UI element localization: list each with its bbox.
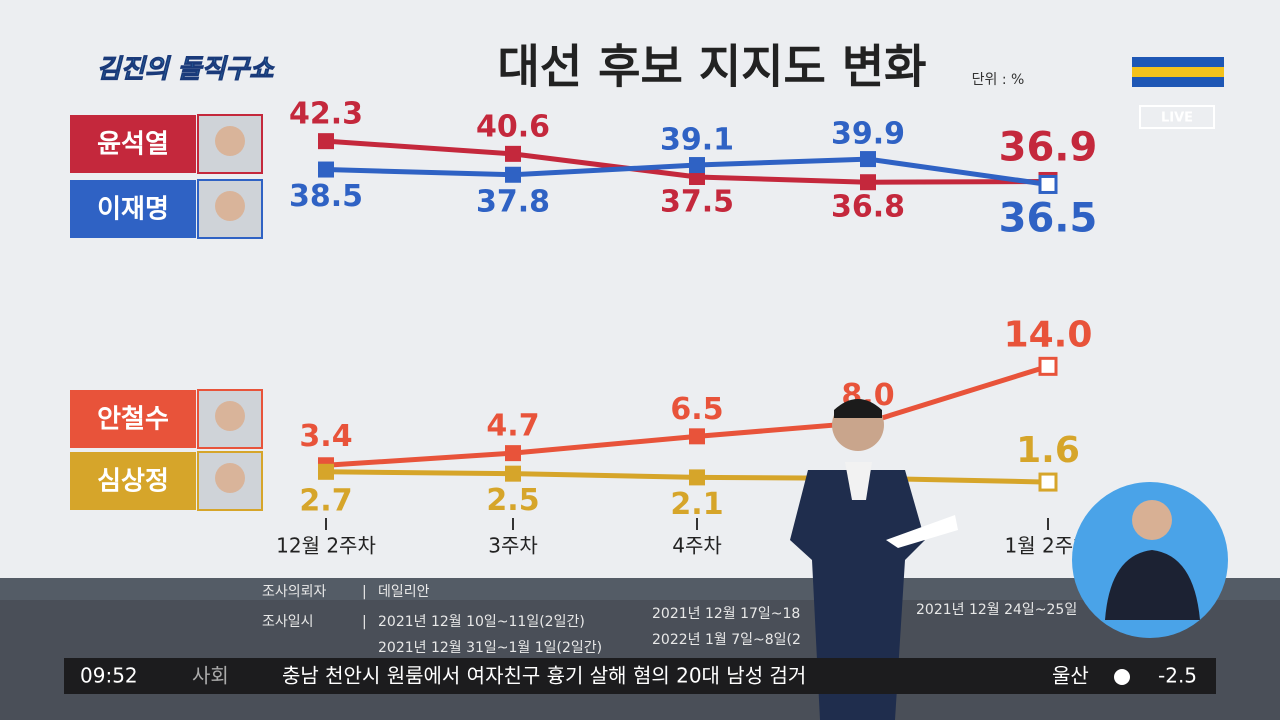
legend-label: 안철수: [97, 405, 169, 435]
chart-title: 대선 후보 지지도 변화: [498, 40, 927, 94]
program-logo: 김진의 돌직구쇼: [97, 55, 276, 85]
survey-date: 2021년 12월 31일~1월 1일(2일간): [378, 640, 602, 656]
signer-body: [1105, 550, 1200, 620]
candidate-face: [215, 401, 245, 431]
value-label: 37.5: [660, 185, 734, 220]
legend-box: [70, 115, 196, 173]
value-label: 36.9: [999, 124, 1098, 170]
legend-box: [70, 390, 196, 448]
ticker: 09:52 사회 충남 천안시 원룸에서 여자친구 흉기 살해 혐의 20대 남…: [80, 664, 1197, 688]
value-label: 2.5: [486, 483, 539, 518]
point-marker: [689, 157, 705, 174]
presenter-hair: [834, 399, 882, 418]
x-tick-label: 4주차: [672, 534, 722, 558]
logo-bar: [1132, 77, 1224, 87]
live-badge: [1139, 105, 1215, 129]
value-label: 2.1: [670, 487, 723, 522]
point-marker: [505, 465, 521, 482]
value-label: 3.4: [299, 419, 352, 454]
value-label: 39.9: [831, 117, 905, 152]
survey-date: 2022년 1월 7일~8일(2: [652, 632, 801, 648]
logo-bar: [1132, 57, 1224, 67]
survey-sponsor: 데일리안: [378, 584, 430, 600]
value-label: 6.5: [670, 392, 723, 427]
point-marker: [1038, 356, 1058, 376]
point-marker: [505, 445, 521, 462]
survey-info: 조사의뢰자 | 데일리안 조사일시 | 2021년 12월 10일~11일(2일…: [262, 584, 1077, 656]
value-label: 14.0: [1004, 314, 1093, 355]
point-marker: [318, 463, 334, 480]
presenter-shirt: [845, 462, 872, 500]
live-text: LIVE: [1161, 111, 1193, 126]
ticker-time: 09:52: [80, 664, 138, 688]
legend-box: [70, 180, 196, 238]
ticker-temperature: -2.5: [1158, 664, 1197, 688]
value-label: 36.5: [999, 195, 1098, 241]
value-label: 40.6: [476, 109, 550, 144]
value-label: 42.3: [289, 97, 363, 132]
candidate-face: [215, 463, 245, 493]
legend-label: 심상정: [97, 467, 169, 497]
survey-date: 2021년 12월 10일~11일(2일간): [378, 614, 585, 630]
value-label: 36.8: [831, 190, 905, 225]
point-marker: [860, 151, 876, 168]
presenter-suit: [790, 470, 925, 720]
weather-icon: [1114, 669, 1130, 685]
point-marker: [1038, 472, 1058, 492]
channel-logo: LIVE: [1132, 57, 1224, 129]
candidate-face: [215, 191, 245, 221]
survey-label: 조사의뢰자: [262, 584, 327, 600]
point-marker: [505, 145, 521, 162]
unit-label: 단위 : %: [972, 72, 1025, 88]
ticker-headline: 충남 천안시 원룸에서 여자친구 흉기 살해 혐의 20대 남성 검거: [282, 664, 806, 688]
point-marker: [860, 174, 876, 191]
ticker-bar: [64, 658, 1216, 694]
point-marker: [689, 469, 705, 486]
legend-label: 이재명: [97, 195, 169, 225]
point-marker: [689, 428, 705, 445]
survey-date: 2021년 12월 24일~25일: [916, 602, 1077, 618]
point-marker: [318, 133, 334, 150]
value-label: 2.7: [299, 483, 352, 518]
value-label: 1.6: [1016, 430, 1080, 471]
candidate-face: [215, 126, 245, 156]
point-marker: [505, 166, 521, 183]
value-label: 39.1: [660, 123, 734, 158]
survey-date: 2021년 12월 17일~18: [652, 606, 800, 622]
legend-box: [70, 452, 196, 510]
x-tick-label: 12월 2주차: [276, 534, 376, 558]
value-label: 37.8: [476, 184, 550, 219]
logo-bar: [1132, 67, 1224, 77]
point-marker: [318, 161, 334, 178]
sign-language-inset: [1072, 482, 1228, 638]
x-tick-label: 3주차: [488, 534, 538, 558]
signer-head: [1132, 500, 1172, 540]
value-label: 38.5: [289, 179, 363, 214]
ticker-city: 울산: [1052, 664, 1089, 688]
survey-label: 조사일시: [262, 614, 314, 630]
value-label: 4.7: [486, 409, 539, 444]
presenter-paper: [886, 515, 958, 548]
legend-label: 윤석열: [97, 130, 169, 160]
separator: |: [362, 584, 367, 600]
presenter: [790, 399, 958, 720]
separator: |: [362, 614, 367, 630]
ticker-section: 사회: [192, 664, 229, 688]
point-marker: [1038, 174, 1058, 194]
